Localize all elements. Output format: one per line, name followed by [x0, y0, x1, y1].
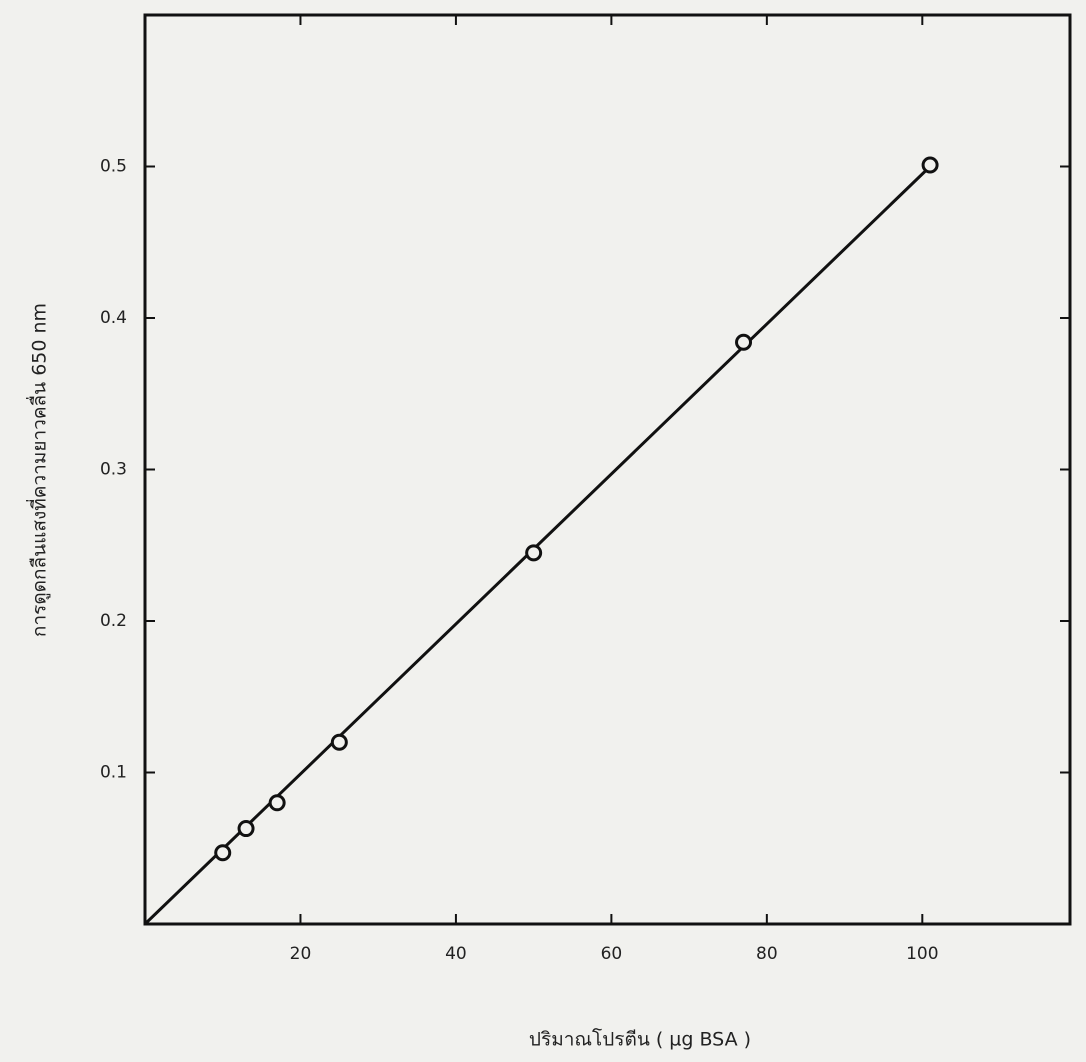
- data-point: [923, 158, 937, 172]
- data-point: [332, 735, 346, 749]
- data-point: [216, 846, 230, 860]
- data-point: [737, 335, 751, 349]
- data-point: [527, 546, 541, 560]
- y-tick-label: 0.2: [100, 611, 127, 631]
- data-point: [270, 796, 284, 810]
- x-tick-label: 20: [290, 944, 312, 964]
- x-tick-label: 100: [906, 944, 938, 964]
- x-tick-label: 60: [601, 944, 623, 964]
- page: ปริมาณโปรตีน ( µg BSA ) การดูดกลืนแสงที่…: [0, 0, 1086, 1062]
- data-point: [239, 822, 253, 836]
- y-tick-label: 0.3: [100, 460, 127, 480]
- x-tick-label: 80: [756, 944, 778, 964]
- y-axis-label: การดูดกลืนแสงที่ความยาวคลื่น 650 nm: [26, 303, 51, 637]
- chart: ปริมาณโปรตีน ( µg BSA ) การดูดกลืนแสงที่…: [0, 0, 1086, 1062]
- y-tick-label: 0.5: [100, 157, 127, 177]
- paper: [0, 0, 1086, 1062]
- x-axis-label: ปริมาณโปรตีน ( µg BSA ): [529, 1028, 751, 1051]
- y-tick-label: 0.4: [100, 308, 127, 328]
- x-tick-label: 40: [445, 944, 467, 964]
- y-tick-label: 0.1: [100, 763, 127, 783]
